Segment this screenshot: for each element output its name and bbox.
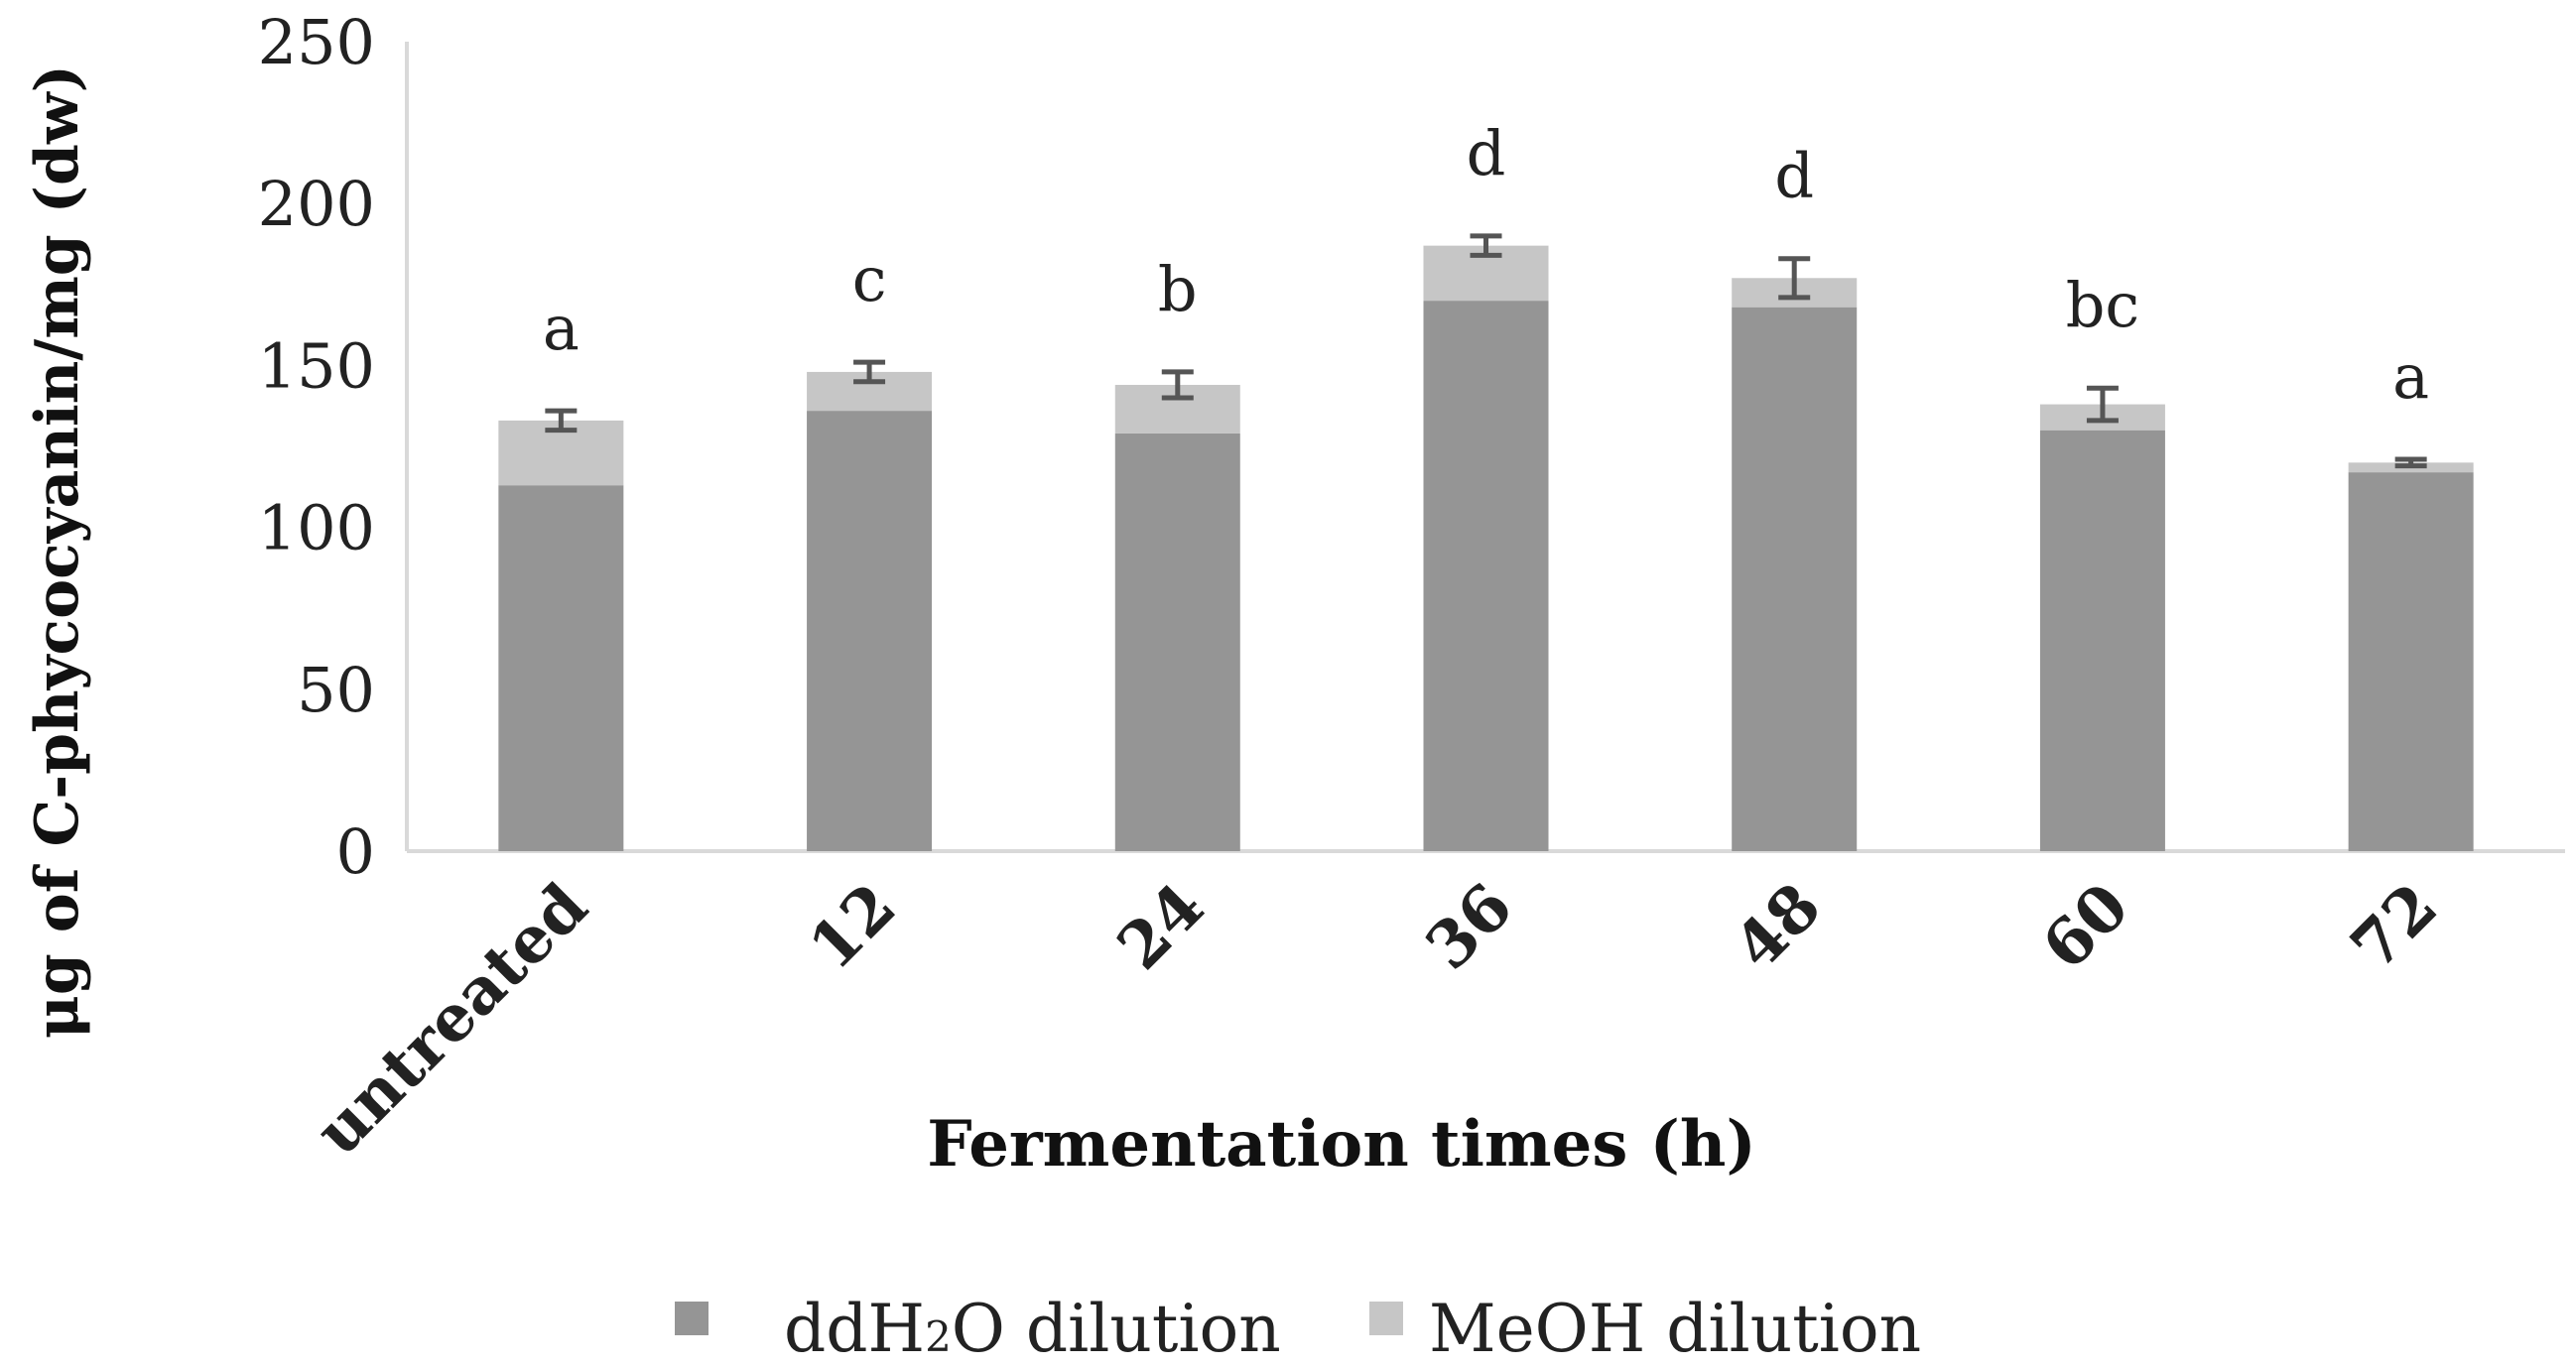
y-tick-label: 100: [258, 492, 375, 564]
bar-ddh2o: [2348, 472, 2474, 851]
x-tick-label: untreated: [302, 869, 602, 1170]
legend-swatch-meoh: [1369, 1302, 1403, 1335]
significance-letter: bc: [2066, 269, 2139, 341]
y-tick-label: 50: [297, 654, 375, 726]
x-axis-label: Fermentation times (h): [927, 1107, 1755, 1181]
significance-letter: d: [1467, 117, 1506, 189]
bars-group: a c b d d bc a: [498, 117, 2474, 851]
legend-label-meoh: MeOH dilution: [1429, 1291, 1921, 1367]
significance-letter: c: [852, 243, 887, 315]
bar-ddh2o: [807, 411, 933, 851]
x-tick-label: 24: [1103, 869, 1219, 984]
bar-ddh2o: [1114, 433, 1240, 851]
y-axis-ticks: 0 50 100 150 200 250: [258, 6, 375, 888]
legend-label-ddh2o: ddH2O dilution: [784, 1291, 1281, 1367]
significance-letter: a: [543, 292, 580, 364]
legend: ddH2O dilution MeOH dilution: [675, 1291, 1921, 1367]
x-tick-label: 36: [1412, 869, 1527, 984]
significance-letter: a: [2392, 340, 2429, 413]
y-axis-label: μg of C-phycocyanin/mg (dw): [23, 64, 92, 1039]
y-tick-label: 250: [258, 6, 375, 78]
bar-ddh2o: [2039, 430, 2165, 851]
significance-letter: b: [1158, 253, 1198, 325]
legend-swatch-ddh2o: [675, 1302, 708, 1335]
x-tick-label: 48: [1721, 869, 1836, 984]
bar-ddh2o: [498, 485, 624, 851]
bar-ddh2o: [1423, 301, 1549, 851]
y-tick-label: 150: [258, 329, 375, 402]
y-tick-label: 200: [258, 168, 375, 240]
x-tick-label: 60: [2028, 869, 2143, 984]
significance-letter: d: [1774, 140, 1814, 212]
x-tick-label: 72: [2337, 869, 2452, 984]
x-tick-label: 12: [795, 869, 910, 984]
bar-ddh2o: [1732, 307, 1858, 851]
y-tick-label: 0: [336, 815, 375, 888]
